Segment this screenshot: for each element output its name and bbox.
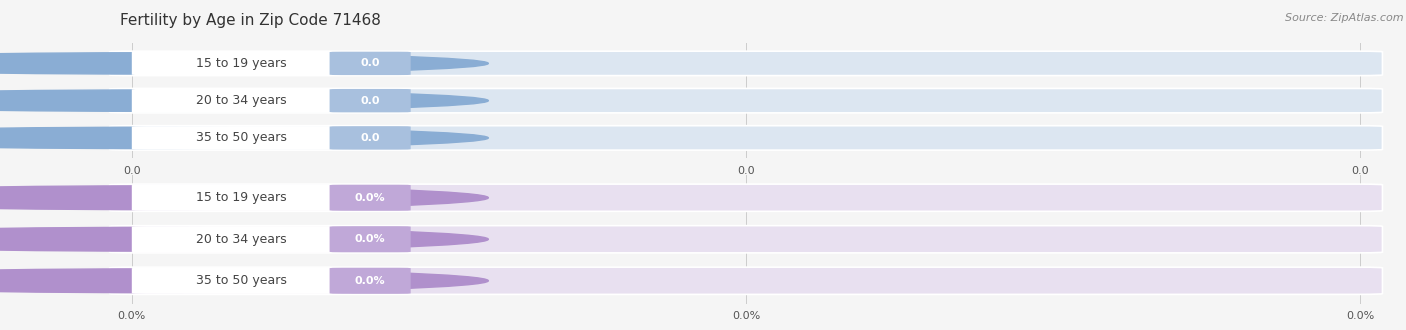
Text: 20 to 34 years: 20 to 34 years (197, 233, 287, 246)
Text: 0.0: 0.0 (360, 96, 380, 106)
Text: 0.0%: 0.0% (354, 234, 385, 244)
FancyBboxPatch shape (329, 268, 411, 294)
Text: 35 to 50 years: 35 to 50 years (197, 131, 287, 145)
Text: 15 to 19 years: 15 to 19 years (197, 57, 287, 70)
FancyBboxPatch shape (132, 126, 352, 150)
Text: 15 to 19 years: 15 to 19 years (197, 191, 287, 204)
Text: 20 to 34 years: 20 to 34 years (197, 94, 287, 107)
Text: 35 to 50 years: 35 to 50 years (197, 274, 287, 287)
Circle shape (0, 90, 488, 111)
FancyBboxPatch shape (132, 268, 352, 294)
FancyBboxPatch shape (110, 88, 1382, 113)
FancyBboxPatch shape (329, 52, 411, 75)
FancyBboxPatch shape (110, 267, 1382, 294)
Circle shape (0, 227, 488, 251)
FancyBboxPatch shape (132, 89, 352, 113)
FancyBboxPatch shape (132, 51, 352, 75)
FancyBboxPatch shape (110, 184, 1382, 211)
Text: 0.0: 0.0 (360, 58, 380, 68)
FancyBboxPatch shape (132, 226, 352, 252)
Circle shape (0, 127, 488, 148)
FancyBboxPatch shape (132, 184, 352, 211)
Circle shape (0, 269, 488, 293)
FancyBboxPatch shape (329, 226, 411, 252)
FancyBboxPatch shape (329, 185, 411, 211)
FancyBboxPatch shape (110, 226, 1382, 253)
FancyBboxPatch shape (329, 126, 411, 149)
Text: Fertility by Age in Zip Code 71468: Fertility by Age in Zip Code 71468 (120, 13, 381, 28)
Text: Source: ZipAtlas.com: Source: ZipAtlas.com (1285, 13, 1403, 23)
FancyBboxPatch shape (110, 51, 1382, 76)
Text: 0.0%: 0.0% (354, 276, 385, 286)
Circle shape (0, 186, 488, 210)
Text: 0.0: 0.0 (360, 133, 380, 143)
FancyBboxPatch shape (110, 126, 1382, 150)
FancyBboxPatch shape (329, 89, 411, 112)
Text: 0.0%: 0.0% (354, 193, 385, 203)
Circle shape (0, 53, 488, 74)
